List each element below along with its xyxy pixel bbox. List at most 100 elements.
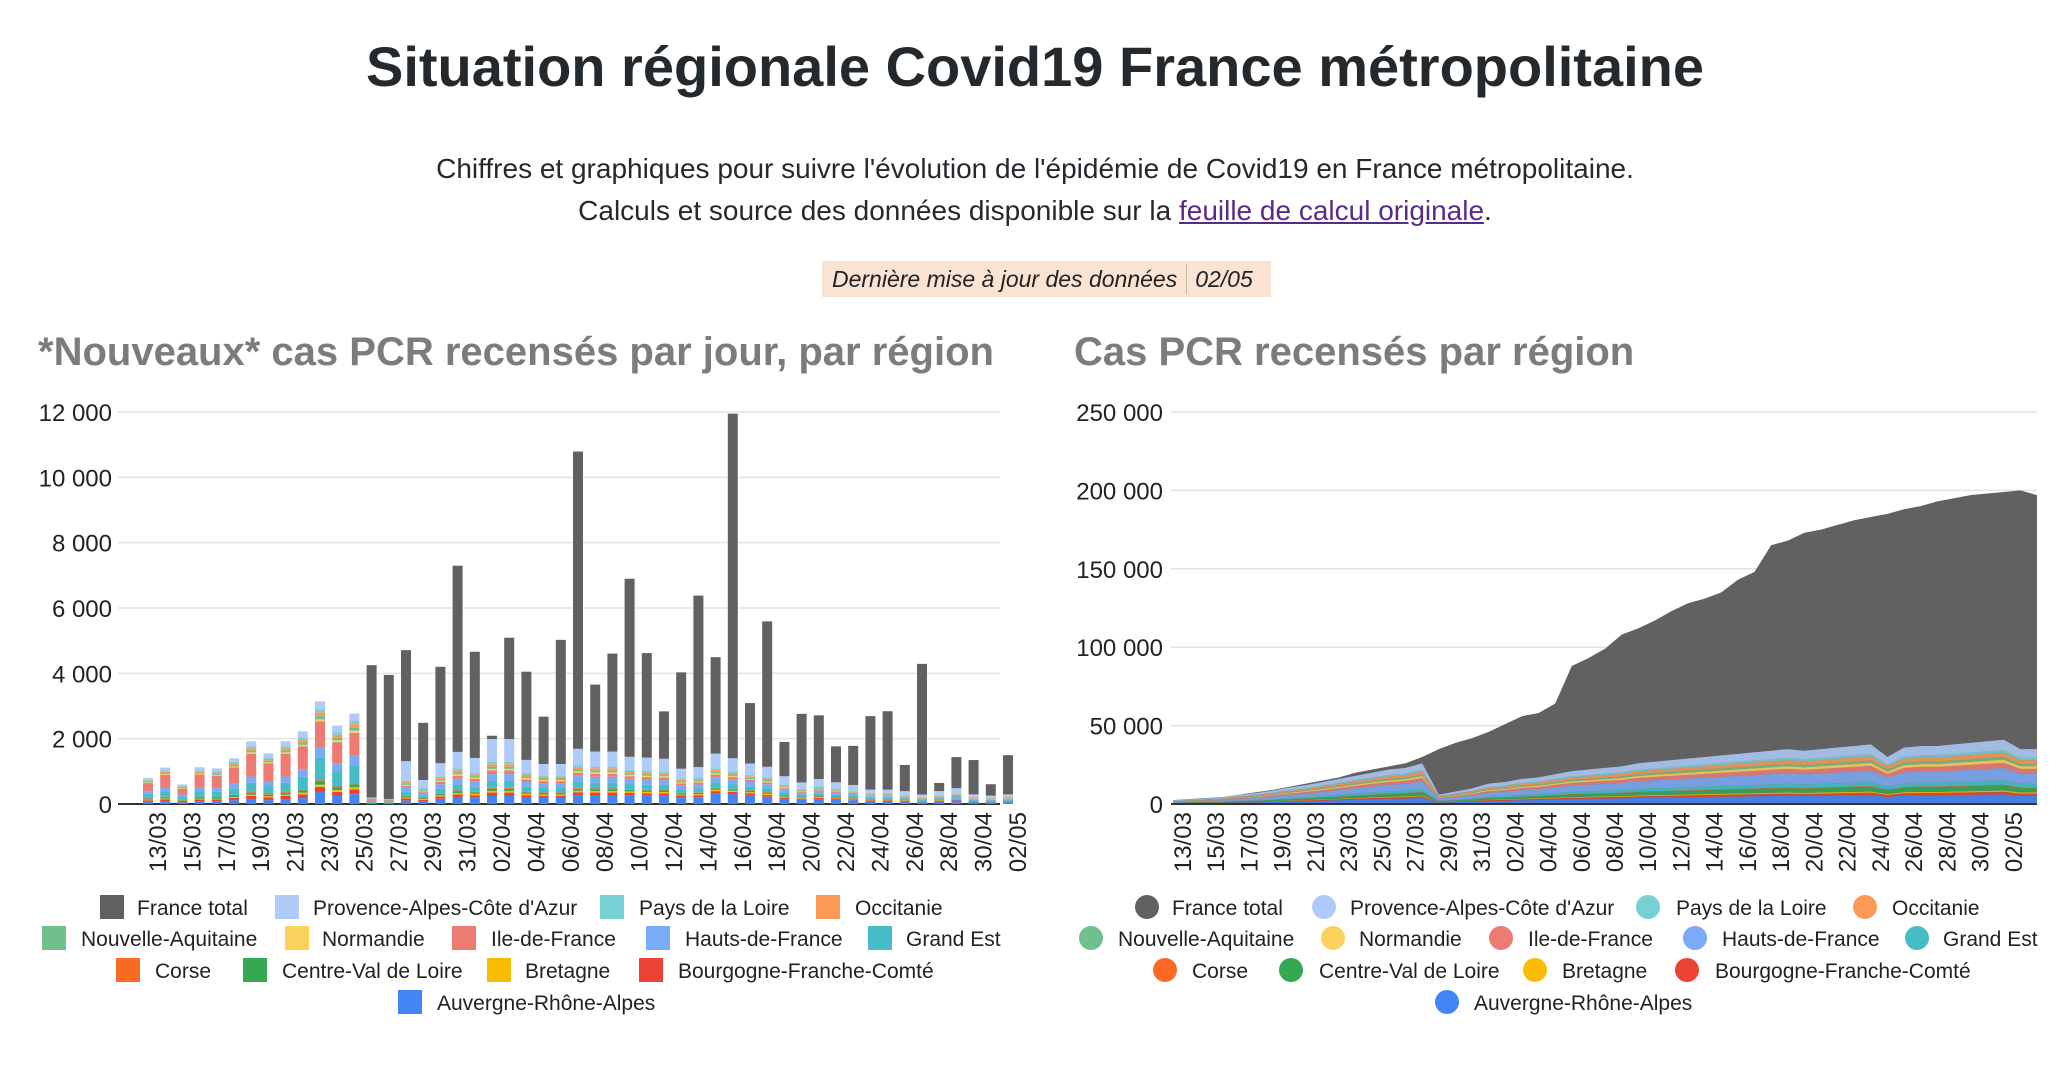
bar-segment-bourgogne-franche-comte xyxy=(727,791,738,795)
x-tick-label: 31/03 xyxy=(455,812,482,872)
bar-segment-hauts-de-france xyxy=(848,794,859,796)
x-tick-label: 10/04 xyxy=(627,812,654,872)
bar-segment-provence-alpes-cote-d-azur xyxy=(246,741,257,747)
bar-segment-france-total xyxy=(899,764,910,792)
bar-segment-normandie xyxy=(349,730,360,733)
legend-marker-occitanie xyxy=(816,895,840,919)
bar-segment-grand-est xyxy=(882,797,893,800)
bar-segment-auvergne-rhone-alpes xyxy=(401,800,411,804)
bar-segment-pays-de-la-loire xyxy=(934,794,945,796)
bar-segment-pays-de-la-loire xyxy=(555,775,566,777)
cumulative-cases-area-chart: 0 50 000 100 000 150 000 200 000 250 000 13/03… xyxy=(1076,400,2037,1015)
spreadsheet-link[interactable]: feuille de calcul originale xyxy=(1178,195,1485,226)
bar-segment-ile-de-france xyxy=(813,789,824,791)
bar-segment-occitanie xyxy=(211,772,222,774)
bar-segment-provence-alpes-cote-d-azur xyxy=(831,782,841,789)
bar-segment-nouvelle-aquitaine xyxy=(762,779,773,782)
bar-segment-auvergne-rhone-alpes xyxy=(676,797,687,804)
bar-segment-provence-alpes-cote-d-azur xyxy=(315,701,325,710)
bar-segment-pays-de-la-loire xyxy=(882,793,893,795)
x-tick-label: 19/03 xyxy=(1270,812,1297,872)
x-tick-label: 27/03 xyxy=(386,812,413,872)
bar-segment-france-total xyxy=(452,565,463,752)
bar-segment-centre-val-de-loire xyxy=(607,789,618,792)
legend-marker-bourgogne-franche-comte xyxy=(1675,958,1699,982)
bar-segment-grand-est xyxy=(469,786,480,792)
bar-segment-grand-est xyxy=(401,791,411,796)
bar-segment-occitanie xyxy=(693,778,704,781)
bar-segment-ile-de-france xyxy=(143,783,153,792)
bar-segment-nouvelle-aquitaine xyxy=(693,780,704,782)
bar-segment-pays-de-la-loire xyxy=(951,792,962,794)
bar-segment-occitanie xyxy=(263,758,274,761)
bar-segment-normandie xyxy=(332,740,343,743)
bar-segment-ile-de-france xyxy=(521,779,532,782)
bar-segment-auvergne-rhone-alpes xyxy=(160,801,171,804)
bar-segment-normandie xyxy=(985,798,996,800)
bar-segment-auvergne-rhone-alpes xyxy=(246,799,257,804)
bar-segment-hauts-de-france xyxy=(280,776,291,783)
bar-segment-bourgogne-franche-comte xyxy=(573,792,583,796)
bar-segment-occitanie xyxy=(865,794,876,795)
bar-segment-bretagne xyxy=(865,799,876,801)
bar-segment-corse xyxy=(607,788,618,790)
legend-label-france-total: France total xyxy=(137,897,248,920)
x-tick-label: 02/04 xyxy=(1502,812,1529,872)
bar-segment-occitanie xyxy=(521,774,532,777)
bar-segment-nouvelle-aquitaine xyxy=(401,783,411,785)
bar-segment-corse xyxy=(693,792,704,793)
legend-marker-occitanie xyxy=(1853,895,1877,919)
x-tick-label: 15/03 xyxy=(1203,812,1230,872)
bar-segment-auvergne-rhone-alpes xyxy=(211,801,222,804)
page-subtitle: Chiffres et graphiques pour suivre l'évo… xyxy=(0,153,2070,185)
bar-segment-hauts-de-france xyxy=(1003,798,1013,800)
bar-segment-corse xyxy=(831,797,841,798)
bar-segment-bourgogne-franche-comte xyxy=(194,799,205,802)
bar-segment-nouvelle-aquitaine xyxy=(899,795,910,797)
x-tick-label: 31/03 xyxy=(1469,812,1496,872)
x-tick-label: 25/03 xyxy=(1369,812,1396,872)
bar-segment-grand-est xyxy=(848,795,859,798)
bar-segment-occitanie xyxy=(160,771,171,773)
bar-segment-bretagne xyxy=(469,793,480,796)
bar-segment-occitanie xyxy=(779,785,790,787)
bar-segment-grand-est xyxy=(435,788,446,794)
bar-segment-auvergne-rhone-alpes xyxy=(934,801,945,804)
bar-segment-nouvelle-aquitaine xyxy=(641,774,652,776)
bar-segment-bourgogne-franche-comte xyxy=(555,795,566,798)
bar-segment-auvergne-rhone-alpes xyxy=(297,798,308,804)
bar-segment-ile-de-france xyxy=(641,777,652,780)
bar-segment-bourgogne-franche-comte xyxy=(297,794,308,799)
bar-segment-bretagne xyxy=(882,799,893,801)
bar-segment-bretagne xyxy=(590,791,601,793)
bar-segment-provence-alpes-cote-d-azur xyxy=(573,748,583,766)
area-ile-de-france xyxy=(1173,762,2037,802)
bar-segment-centre-val-de-loire xyxy=(229,795,239,797)
x-tick-label: 26/04 xyxy=(902,812,929,872)
bar-segment-bourgogne-franche-comte xyxy=(762,794,773,797)
bar-segment-ile-de-france xyxy=(383,800,394,802)
bar-segment-centre-val-de-loire xyxy=(143,798,153,800)
bar-segment-normandie xyxy=(315,719,325,722)
bar-segment-pays-de-la-loire xyxy=(985,797,996,799)
bar-segment-bretagne xyxy=(315,784,325,787)
bar-segment-hauts-de-france xyxy=(435,784,446,789)
bar-segment-auvergne-rhone-alpes xyxy=(538,797,549,804)
bar-segment-pays-de-la-loire xyxy=(1003,796,1013,798)
bar-segment-pays-de-la-loire xyxy=(177,786,188,787)
bar-segment-pays-de-la-loire xyxy=(624,769,635,772)
bar-segment-pays-de-la-loire xyxy=(418,788,429,789)
bar-segment-pays-de-la-loire xyxy=(297,737,308,740)
bar-segment-hauts-de-france xyxy=(418,792,429,796)
legend-marker-nouvelle-aquitaine xyxy=(1079,926,1103,950)
bar-segment-pays-de-la-loire xyxy=(538,775,549,777)
bar-segment-bourgogne-franche-comte xyxy=(693,795,704,798)
bar-segment-normandie xyxy=(865,795,876,796)
bar-segment-auvergne-rhone-alpes xyxy=(951,800,962,804)
area-centre-val-de-loire xyxy=(1173,785,2037,804)
bar-segment-bourgogne-franche-comte xyxy=(951,799,962,801)
bar-segment-france-total xyxy=(435,666,446,764)
bar-segment-centre-val-de-loire xyxy=(349,784,360,788)
bar-segment-provence-alpes-cote-d-azur xyxy=(349,713,360,722)
x-tick-label: 02/04 xyxy=(489,812,516,872)
